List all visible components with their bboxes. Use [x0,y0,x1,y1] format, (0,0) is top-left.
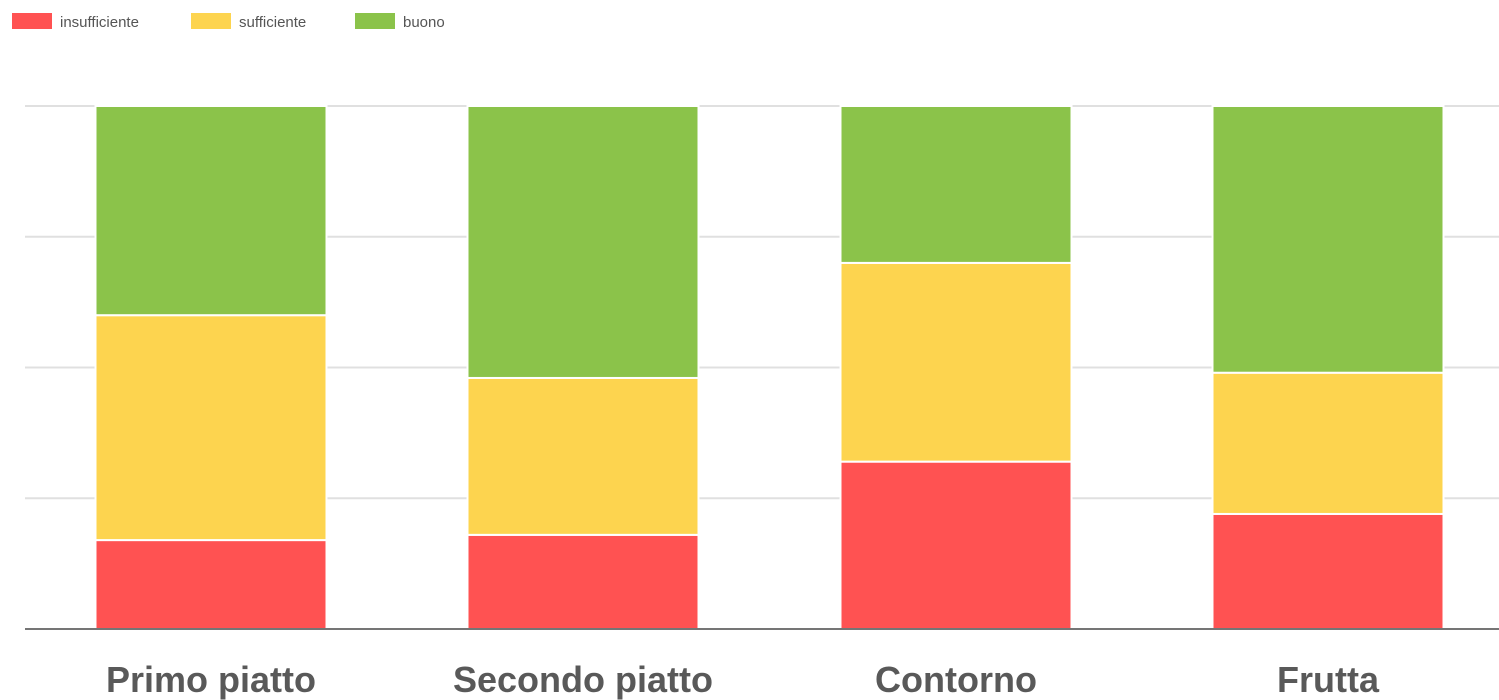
bar-frutta-sufficiente [1211,371,1445,515]
bar-contorno-insufficiente [839,460,1073,631]
category-labels: Primo piatto Secondo piatto Contorno Frutta [106,659,1380,700]
legend-swatch-sufficiente [191,13,231,29]
bars [94,105,1445,631]
category-label-secondo-piatto: Secondo piatto [453,659,713,700]
legend-label-sufficiente: sufficiente [239,14,306,31]
legend-label-insufficiente: insufficiente [60,14,139,31]
bar-contorno-sufficiente [839,261,1073,463]
category-label-primo-piatto: Primo piatto [106,659,316,700]
bar-secondo-piatto-sufficiente [466,376,700,536]
bar-frutta-buono [1211,105,1445,374]
bar-secondo-piatto-buono [466,105,700,379]
bar-frutta-insufficiente [1211,512,1445,630]
legend-swatch-buono [355,13,395,29]
legend-swatch-insufficiente [12,13,52,29]
bar-secondo-piatto-insufficiente [466,533,700,630]
category-label-contorno: Contorno [875,659,1037,700]
bar-contorno-buono [839,105,1073,264]
legend-label-buono: buono [403,14,445,31]
bar-primo-piatto-sufficiente [94,314,328,542]
category-label-frutta: Frutta [1277,659,1380,700]
bar-primo-piatto-insufficiente [94,539,328,631]
bar-primo-piatto-buono [94,105,328,317]
legend: insufficiente sufficiente buono [12,13,445,31]
